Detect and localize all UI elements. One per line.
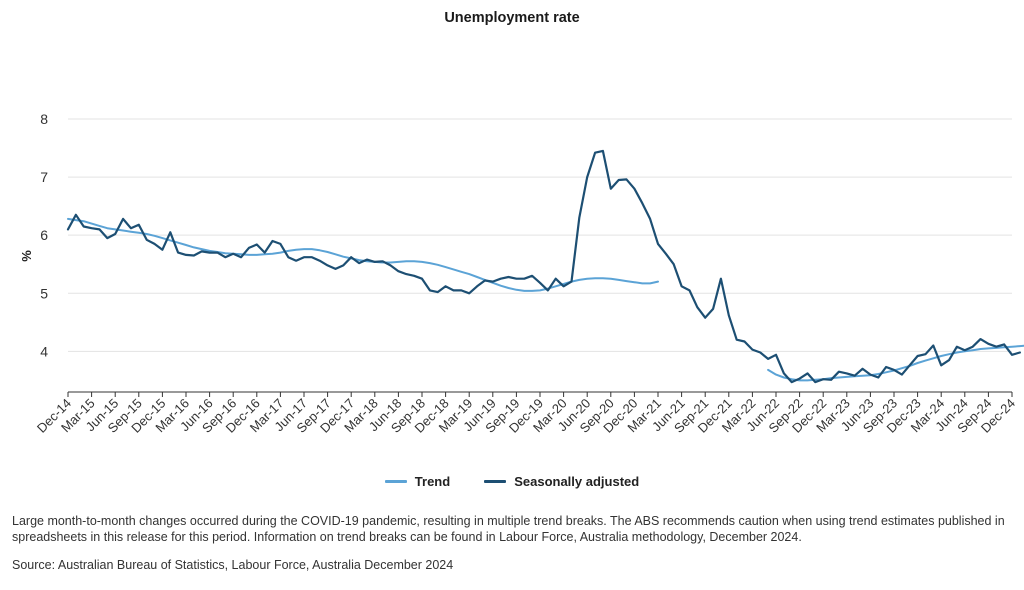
series-line-trend-1 xyxy=(767,344,1024,382)
chart-legend: Trend Seasonally adjusted xyxy=(0,474,1024,489)
unemployment-line-chart: 4 5 6 7 8 % Dec-14Mar-15Jun-15Sep-15Dec-15Ma… xyxy=(19,111,1024,436)
x-axis-ticks: Dec-14Mar-15Jun-15Sep-15Dec-15Mar-16Jun-… xyxy=(34,392,1018,436)
chart-title: Unemployment rate xyxy=(444,10,580,26)
series-line-seasonally-adjusted-0 xyxy=(66,149,1022,384)
y-tick-label: 5 xyxy=(40,285,48,301)
legend-swatch-trend xyxy=(384,480,407,483)
legend-item-seasonally-adjusted: Seasonally adjusted xyxy=(484,474,639,489)
chart-source: Source: Australian Bureau of Statistics,… xyxy=(12,558,454,572)
y-axis-ticks: 4 5 6 7 8 xyxy=(40,111,48,359)
series-lines xyxy=(66,149,1024,384)
y-tick-label: 6 xyxy=(40,227,48,243)
y-tick-label: 7 xyxy=(40,169,48,185)
series-line-trend-0 xyxy=(67,217,659,292)
y-axis-label: % xyxy=(19,250,34,262)
legend-label-seasonally-adjusted: Seasonally adjusted xyxy=(514,474,640,489)
legend-label-trend: Trend xyxy=(414,474,451,489)
chart-note: Large month-to-month changes occurred du… xyxy=(12,514,1005,544)
y-tick-label: 8 xyxy=(40,111,48,127)
y-tick-label: 4 xyxy=(40,343,48,359)
legend-item-trend: Trend xyxy=(384,474,451,489)
legend-swatch-seasonally-adjusted xyxy=(484,480,507,483)
gridlines xyxy=(68,118,1012,352)
